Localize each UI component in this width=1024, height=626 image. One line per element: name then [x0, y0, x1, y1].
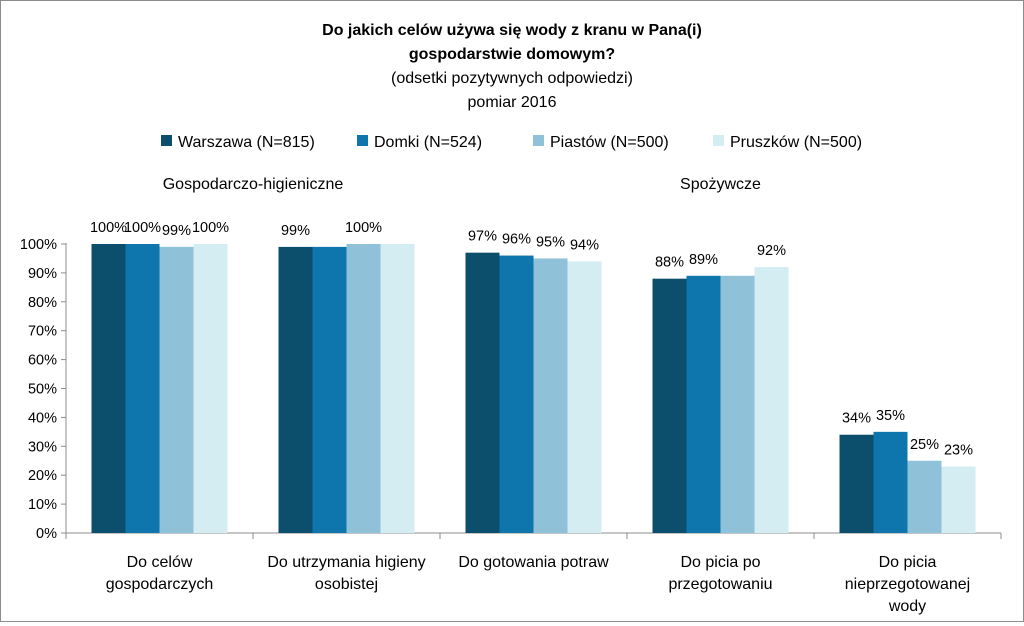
category-label: przegotowaniu — [668, 576, 772, 593]
legend-label: Piastów (N=500) — [550, 134, 669, 151]
bar — [312, 246, 347, 533]
category-label: Do celów — [127, 554, 193, 571]
bar — [873, 431, 908, 533]
bar — [567, 261, 602, 533]
y-tick-label: 30% — [28, 439, 57, 455]
legend-label: Pruszków (N=500) — [730, 134, 862, 151]
bar — [91, 244, 126, 533]
data-label: 25% — [910, 437, 939, 453]
y-tick-label: 60% — [28, 353, 57, 369]
bar — [278, 246, 313, 533]
y-tick-label: 70% — [28, 324, 57, 340]
data-label: 100% — [124, 220, 161, 236]
y-tick-label: 40% — [28, 410, 57, 426]
bar — [346, 244, 381, 533]
data-label: 96% — [502, 232, 531, 248]
y-tick-label: 10% — [28, 497, 57, 513]
bar — [380, 244, 415, 533]
y-tick-label: 90% — [28, 266, 57, 282]
y-tick-label: 20% — [28, 468, 57, 484]
y-tick-label: 100% — [20, 237, 57, 253]
data-label: 100% — [345, 220, 382, 236]
legend-swatch — [357, 135, 368, 146]
y-tick-label: 50% — [28, 382, 57, 398]
chart-subtitle-line: (odsetki pozytywnych odpowiedzi) — [391, 70, 633, 87]
category-label: Do picia — [879, 554, 937, 571]
data-label: 97% — [468, 229, 497, 245]
category-label: gospodarczych — [106, 576, 214, 593]
data-label: 99% — [162, 223, 191, 239]
bar — [465, 252, 500, 534]
chart-title-line: Do jakich celów używa się wody z kranu w… — [322, 22, 702, 39]
category-label: Do gotowania potraw — [458, 554, 609, 571]
data-label: 94% — [570, 237, 599, 253]
data-label: 92% — [757, 243, 786, 259]
category-label: nieprzegotowanej — [845, 576, 970, 593]
group-header: Gospodarczo-higieniczne — [163, 176, 344, 193]
bar — [907, 460, 942, 533]
legend-swatch — [161, 135, 172, 146]
data-label: 95% — [536, 234, 565, 250]
bar — [652, 278, 687, 533]
legend-swatch — [713, 135, 724, 146]
bar — [499, 255, 534, 533]
y-tick-label: 80% — [28, 295, 57, 311]
data-label: 34% — [842, 411, 871, 427]
bar — [839, 434, 874, 533]
data-label: 100% — [90, 220, 127, 236]
data-label: 35% — [876, 408, 905, 424]
data-label: 88% — [655, 255, 684, 271]
bar — [941, 466, 976, 533]
legend-label: Warszawa (N=815) — [178, 134, 315, 151]
y-tick-label: 0% — [36, 526, 57, 542]
bar — [159, 246, 194, 533]
bar — [720, 275, 755, 533]
data-label: 23% — [944, 443, 973, 459]
data-label: 89% — [689, 252, 718, 268]
bar — [686, 275, 721, 533]
data-label: 99% — [281, 223, 310, 239]
category-label: Do picia po — [680, 554, 760, 571]
category-label: Do utrzymania higieny — [267, 554, 425, 571]
category-label: osobistej — [315, 576, 378, 593]
bar — [125, 244, 160, 533]
bar — [754, 267, 789, 533]
chart-subtitle-line: pomiar 2016 — [468, 94, 557, 111]
legend-swatch — [533, 135, 544, 146]
bar — [533, 258, 568, 533]
legend-label: Domki (N=524) — [374, 134, 482, 151]
bar — [193, 244, 228, 533]
group-header: Spożywcze — [680, 176, 761, 193]
category-label: wody — [888, 598, 926, 615]
data-label: 100% — [192, 220, 229, 236]
chart-title-line: gospodarstwie domowym? — [409, 46, 615, 63]
